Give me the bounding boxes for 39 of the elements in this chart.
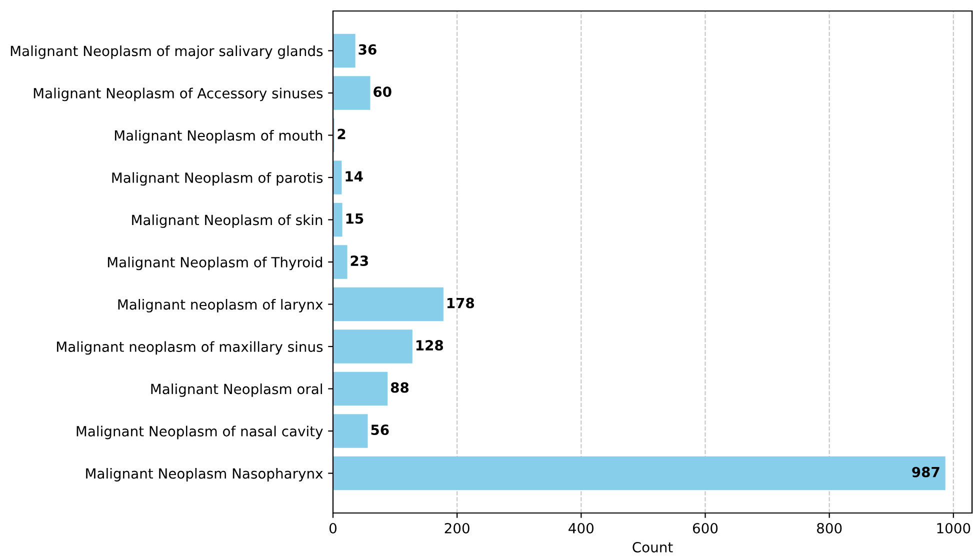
y-tick-label: Malignant Neoplasm of major salivary glands [10, 45, 323, 59]
data-label: 23 [350, 256, 368, 266]
bar [333, 34, 356, 68]
x-tick-label: 400 [568, 522, 594, 534]
data-label: 60 [374, 86, 392, 98]
bar [333, 414, 368, 448]
data-label: 56 [371, 424, 389, 436]
y-tick-label: Malignant neoplasm of maxillary sinus [57, 341, 323, 355]
y-tick-label: Malignant Neoplasm Nasopharynx [86, 468, 323, 482]
y-tick-label: Malignant Neoplasm of nasal cavity [76, 426, 323, 440]
data-label: 88 [390, 382, 409, 393]
x-tick-label: 800 [817, 522, 842, 534]
bar [333, 456, 946, 490]
bar [333, 245, 348, 279]
bar [333, 330, 412, 364]
data-label: 14 [346, 171, 363, 182]
bar [333, 160, 342, 194]
bar [333, 372, 388, 406]
x-axis-title: Count [632, 542, 673, 552]
data-label: 128 [416, 340, 444, 351]
y-tick-label: Malignant Neoplasm of parotis [112, 172, 323, 186]
data-label: 2 [338, 128, 346, 140]
y-tick-label: Malignant neoplasm of larynx [118, 298, 323, 312]
y-tick-label: Malignant Neoplasm of Accessory sinuses [34, 88, 323, 102]
y-tick-label: Malignant Neoplasm of skin [132, 214, 322, 228]
data-label: 36 [358, 44, 376, 55]
bar [333, 202, 342, 237]
y-tick-label: Malignant Neoplasm of Thyroid [108, 256, 322, 270]
data-label: 987 [912, 466, 940, 478]
data-label: 15 [346, 213, 364, 224]
bar [333, 76, 370, 110]
y-tick-label: Malignant Neoplasm of mouth [114, 130, 322, 144]
x-tick-label: 600 [692, 522, 718, 534]
x-tick-label: 200 [444, 522, 470, 534]
y-tick-label: Malignant Neoplasm oral [151, 383, 322, 397]
x-tick-label: 1000 [937, 522, 970, 534]
x-tick-label: 0 [329, 522, 336, 534]
data-label: 178 [447, 298, 474, 308]
bar [333, 287, 444, 322]
